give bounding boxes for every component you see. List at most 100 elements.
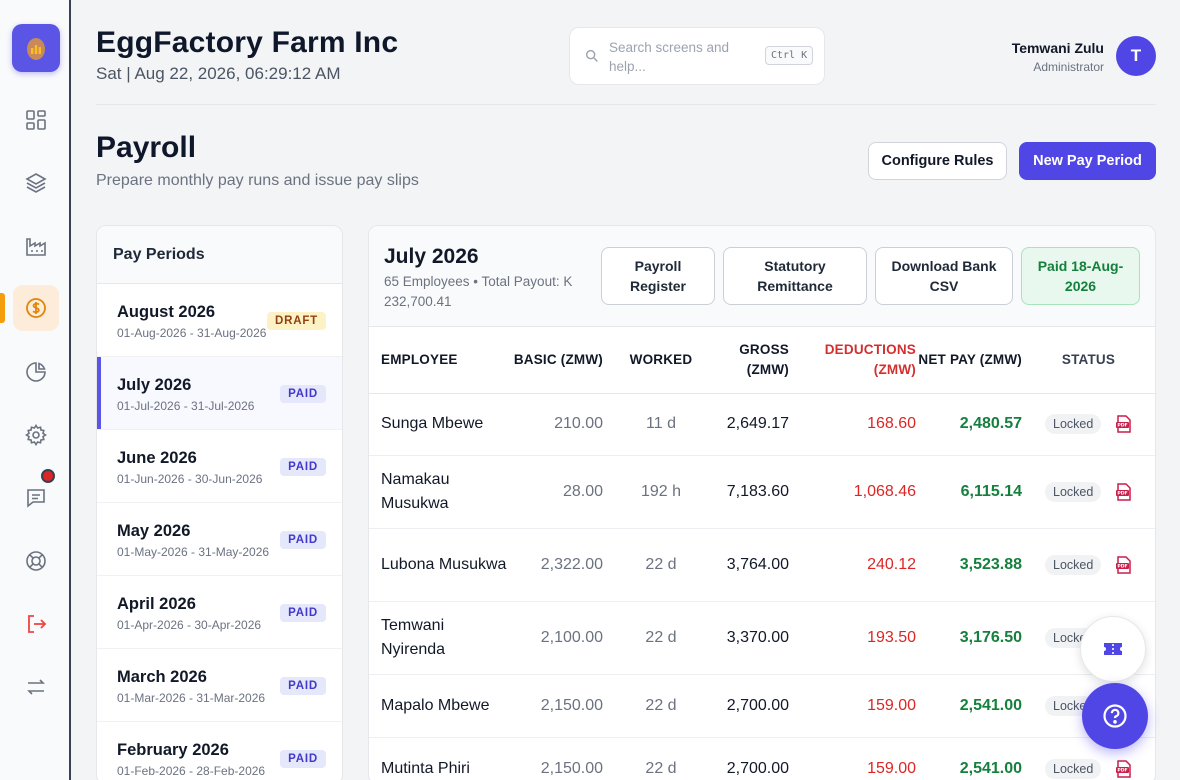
column-deductions[interactable]: DEDUCTIONS (ZMW)	[789, 327, 916, 394]
period-name: March 2026	[117, 668, 207, 686]
worked-time: 22 d	[605, 674, 717, 738]
user-name: Temwani Zulu	[1011, 40, 1104, 56]
settings-gear-icon	[25, 424, 47, 446]
table-row[interactable]: Namakau Musukwa 28.00 192 h 7,183.60 1,0…	[369, 455, 1155, 529]
table-header-row: EMPLOYEE BASIC (ZMW) WORKED GROSS (ZMW) …	[369, 327, 1155, 394]
period-item-february-2026[interactable]: February 2026 01-Feb-2026 - 28-Feb-2026 …	[97, 722, 342, 780]
logout-icon	[28, 615, 47, 633]
messages-icon	[27, 489, 45, 508]
download-bank-csv-button[interactable]: Download Bank CSV	[875, 247, 1013, 305]
factory-icon	[26, 238, 46, 256]
status-badge: PAID	[280, 750, 326, 768]
table-row[interactable]: Mapalo Mbewe 2,150.00 22 d 2,700.00 159.…	[369, 674, 1155, 738]
column-employee[interactable]: EMPLOYEE	[369, 327, 507, 394]
period-range: 01-Jul-2026 - 31-Jul-2026	[117, 399, 255, 413]
sidebar	[0, 0, 71, 780]
paid-status-button[interactable]: Paid 18-Aug-2026	[1021, 247, 1140, 305]
table-row[interactable]: Temwani Nyirenda 2,100.00 22 d 3,370.00 …	[369, 601, 1155, 675]
employee-name: Lubona Musukwa	[369, 528, 507, 602]
payroll-detail-header: July 2026 65 Employees • Total Payout: K…	[369, 226, 1155, 327]
statutory-remittance-button[interactable]: Statutory Remittance	[723, 247, 867, 305]
nav-switch[interactable]	[13, 664, 59, 710]
configure-rules-button[interactable]: Configure Rules	[868, 142, 1007, 180]
pay-periods-heading: Pay Periods	[97, 226, 342, 284]
app-logo[interactable]	[12, 24, 60, 72]
nav-reports[interactable]	[13, 349, 59, 395]
table-row[interactable]: Lubona Musukwa 2,322.00 22 d 3,764.00 24…	[369, 528, 1155, 602]
pdf-icon[interactable]: PDF	[1115, 415, 1133, 433]
status-badge: PAID	[280, 604, 326, 622]
pdf-icon[interactable]: PDF	[1115, 759, 1133, 778]
search-input[interactable]: Search screens and help...	[569, 27, 825, 85]
ticket-fab-button[interactable]	[1080, 616, 1146, 682]
net-pay: 3,523.88	[916, 528, 1022, 602]
payroll-register-button[interactable]: Payroll Register	[601, 247, 715, 305]
period-item-may-2026[interactable]: May 2026 01-May-2026 - 31-May-2026 PAID	[97, 503, 342, 576]
basic-pay: 2,322.00	[507, 528, 605, 602]
column-worked[interactable]: WORKED	[605, 327, 717, 394]
locked-badge: Locked	[1045, 414, 1102, 434]
column-gross[interactable]: GROSS (ZMW)	[717, 327, 789, 394]
status-badge: PAID	[280, 531, 326, 549]
nav-payroll[interactable]	[13, 285, 59, 331]
deductions: 168.60	[789, 393, 916, 456]
period-item-august-2026[interactable]: August 2026 01-Aug-2026 - 31-Aug-2026 DR…	[97, 284, 342, 357]
column-status[interactable]: STATUS	[1022, 327, 1155, 394]
help-fab-button[interactable]	[1082, 683, 1148, 749]
nav-inventory[interactable]	[13, 160, 59, 206]
period-item-april-2026[interactable]: April 2026 01-Apr-2026 - 30-Apr-2026 PAI…	[97, 576, 342, 649]
period-item-july-2026[interactable]: July 2026 01-Jul-2026 - 31-Jul-2026 PAID	[97, 357, 342, 430]
current-datetime: Sat | Aug 22, 2026, 06:29:12 AM	[96, 64, 341, 83]
deductions: 159.00	[789, 737, 916, 780]
search-shortcut: Ctrl K	[765, 46, 814, 65]
table-row[interactable]: Mutinta Phiri 2,150.00 22 d 2,700.00 159…	[369, 737, 1155, 780]
net-pay: 2,541.00	[916, 674, 1022, 738]
basic-pay: 210.00	[507, 393, 605, 456]
basic-pay: 2,100.00	[507, 601, 605, 675]
period-range: 01-May-2026 - 31-May-2026	[117, 545, 270, 559]
active-indicator	[0, 293, 5, 323]
basic-pay: 2,150.00	[507, 674, 605, 738]
period-item-june-2026[interactable]: June 2026 01-Jun-2026 - 30-Jun-2026 PAID	[97, 430, 342, 503]
user-role: Administrator	[1033, 60, 1104, 74]
gross-pay: 2,649.17	[717, 393, 789, 456]
period-item-march-2026[interactable]: March 2026 01-Mar-2026 - 31-Mar-2026 PAI…	[97, 649, 342, 722]
dashboard-grid-icon	[26, 110, 46, 130]
status-badge: PAID	[280, 385, 326, 403]
deductions: 1,068.46	[789, 455, 916, 529]
gross-pay: 3,370.00	[717, 601, 789, 675]
new-pay-period-button[interactable]: New Pay Period	[1019, 142, 1156, 180]
avatar[interactable]: T	[1116, 36, 1156, 76]
worked-time: 192 h	[605, 455, 717, 529]
payroll-detail-panel: July 2026 65 Employees • Total Payout: K…	[368, 225, 1156, 780]
nav-dashboard[interactable]	[13, 97, 59, 143]
deductions: 240.12	[789, 528, 916, 602]
nav-production[interactable]	[13, 223, 59, 269]
nav-support[interactable]	[13, 538, 59, 584]
column-basic[interactable]: BASIC (ZMW)	[507, 327, 605, 394]
net-pay: 2,480.57	[916, 393, 1022, 456]
nav-messages[interactable]	[13, 469, 59, 521]
payroll-table: EMPLOYEE BASIC (ZMW) WORKED GROSS (ZMW) …	[369, 327, 1155, 780]
net-pay: 6,115.14	[916, 455, 1022, 529]
gross-pay: 7,183.60	[717, 455, 789, 529]
pdf-icon[interactable]: PDF	[1115, 482, 1133, 501]
gross-pay: 3,764.00	[717, 528, 789, 602]
deductions: 159.00	[789, 674, 916, 738]
pdf-icon[interactable]: PDF	[1115, 555, 1133, 574]
worked-time: 11 d	[605, 393, 717, 456]
worked-time: 22 d	[605, 528, 717, 602]
nav-settings[interactable]	[13, 412, 59, 458]
worked-time: 22 d	[605, 737, 717, 780]
pie-chart-icon	[26, 362, 46, 382]
worked-time: 22 d	[605, 601, 717, 675]
table-row[interactable]: Sunga Mbewe 210.00 11 d 2,649.17 168.60 …	[369, 393, 1155, 456]
nav-logout[interactable]	[13, 601, 59, 647]
employee-name: Mutinta Phiri	[369, 737, 507, 780]
period-range: 01-Feb-2026 - 28-Feb-2026	[117, 764, 266, 778]
status-badge: PAID	[280, 677, 326, 695]
page-subtitle: Prepare monthly pay runs and issue pay s…	[96, 172, 419, 189]
net-pay: 2,541.00	[916, 737, 1022, 780]
column-net-pay[interactable]: NET PAY (ZMW)	[916, 327, 1022, 394]
